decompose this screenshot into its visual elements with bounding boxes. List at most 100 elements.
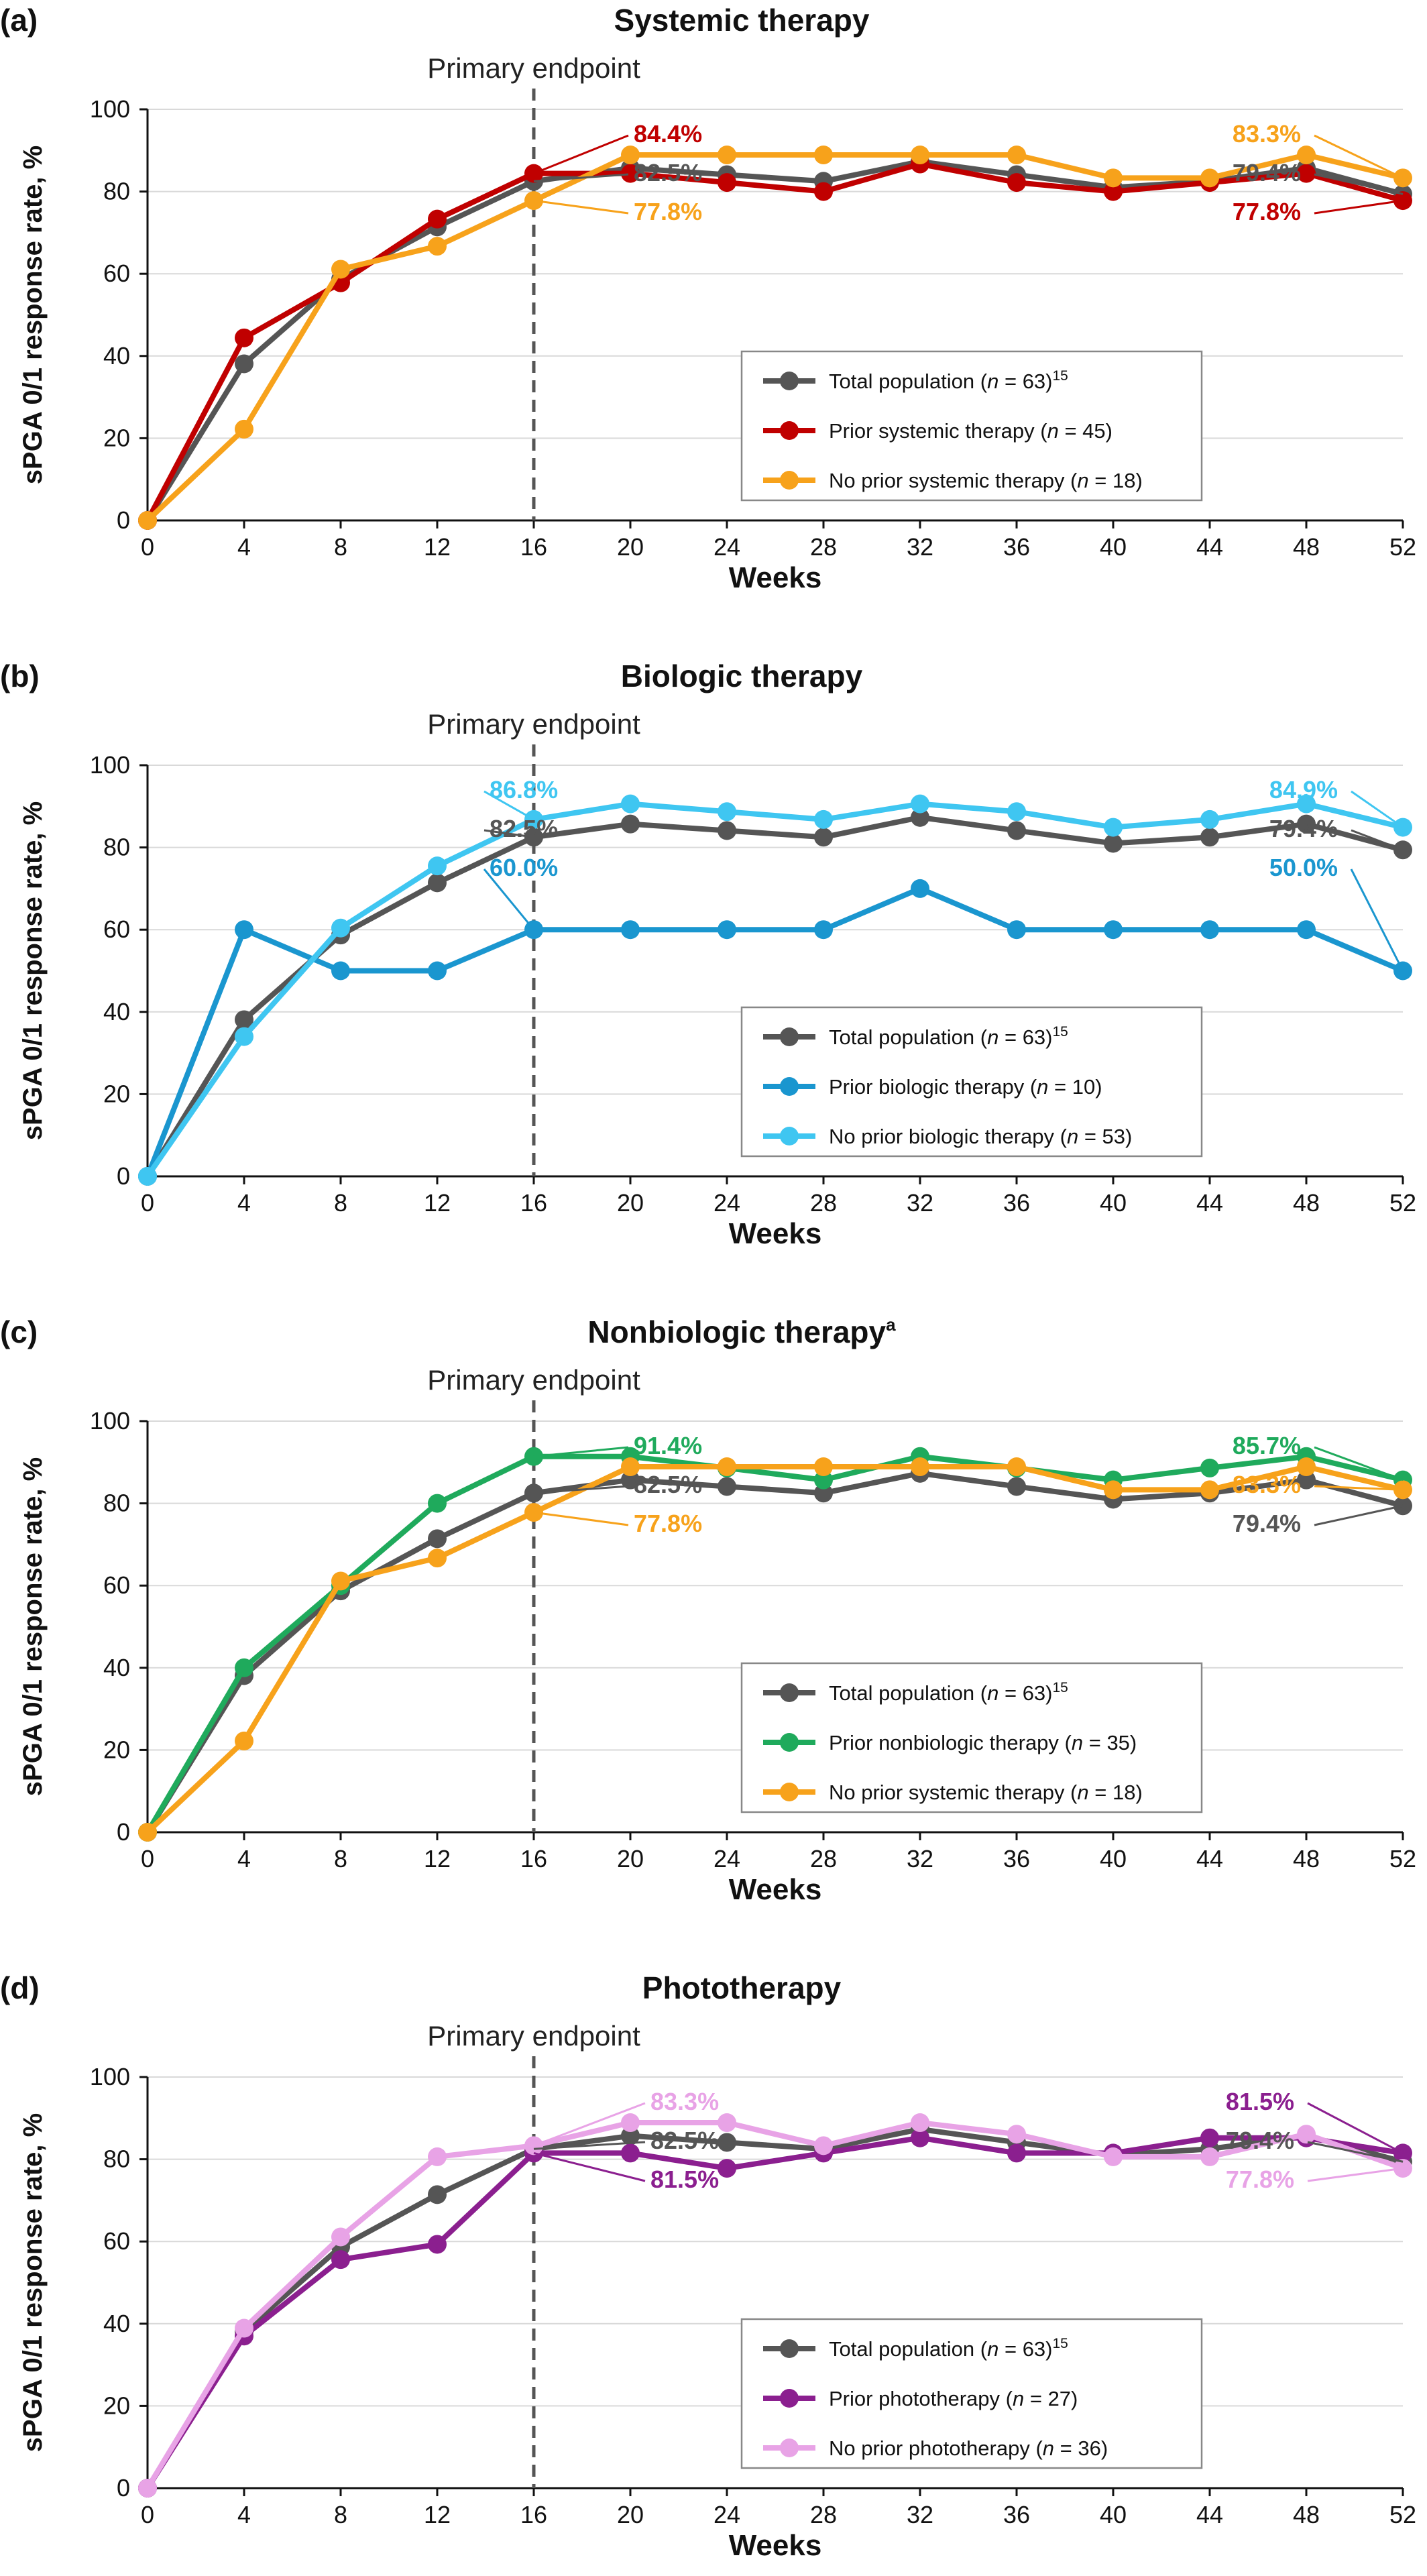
annotation-label: 81.5% <box>1226 2088 1294 2115</box>
data-point <box>1007 802 1026 822</box>
panel-letter: (b) <box>0 659 40 693</box>
data-point <box>1297 920 1316 940</box>
x-tick-label: 4 <box>237 1845 251 1872</box>
data-point <box>718 920 736 940</box>
data-point <box>1007 2143 1026 2163</box>
y-tick-label: 60 <box>103 2227 130 2255</box>
data-point <box>621 794 640 814</box>
series-line-1 <box>145 1470 1404 1834</box>
x-axis-title: Weeks <box>729 1217 822 1250</box>
data-point <box>1104 818 1123 837</box>
x-tick-label: 24 <box>714 1845 740 1872</box>
x-tick-label: 48 <box>1293 2501 1320 2528</box>
data-point <box>235 1010 253 1029</box>
series-line-2 <box>145 885 1404 1178</box>
data-point <box>621 920 640 940</box>
legend-swatch-marker <box>780 1027 799 1046</box>
x-tick-label: 44 <box>1196 1845 1223 1872</box>
data-point <box>1007 821 1026 840</box>
data-point <box>428 1549 447 1568</box>
y-tick-label: 80 <box>103 834 130 861</box>
x-tick-label: 20 <box>617 533 644 561</box>
data-point <box>1104 2147 1123 2166</box>
data-point <box>621 164 640 183</box>
legend-entry-2: Prior nonbiologic therapy (n = 35) <box>829 1731 1137 1754</box>
data-point <box>1297 1457 1316 1477</box>
data-point <box>1200 2147 1219 2166</box>
y-tick-label: 40 <box>103 342 130 370</box>
data-point <box>235 354 253 374</box>
annotation-leader <box>1307 2102 1404 2154</box>
data-point <box>621 1457 640 1477</box>
legend-box <box>740 350 1203 502</box>
annotation-leader <box>533 1485 629 1494</box>
data-point <box>1393 1480 1412 1500</box>
annotation-label: 91.4% <box>634 1432 702 1459</box>
legend-box <box>740 1006 1203 1158</box>
series-line-1 <box>145 814 1404 1178</box>
y-tick-label: 0 <box>117 506 130 534</box>
data-point <box>428 2185 447 2204</box>
chart-title: Systemic therapy <box>614 3 870 38</box>
annotation-leader <box>1314 173 1404 195</box>
x-tick-label: 20 <box>617 1189 644 1217</box>
data-point <box>621 2143 640 2163</box>
y-axis-title: sPGA 0/1 response rate, % <box>18 1457 48 1796</box>
legend-swatch-marker <box>780 2389 799 2408</box>
data-point <box>1104 834 1123 853</box>
primary-endpoint-label: Primary endpoint <box>427 1364 640 1396</box>
x-tick-label: 36 <box>1003 1845 1030 1872</box>
data-point <box>1007 146 1026 165</box>
annotation-leader <box>1307 2141 1404 2163</box>
x-tick-label: 0 <box>141 1845 154 1872</box>
data-point <box>1200 1458 1219 1477</box>
data-point <box>814 182 833 201</box>
x-tick-label: 36 <box>1003 533 1030 561</box>
data-point <box>718 1477 736 1496</box>
annotation-leader <box>1314 1485 1404 1491</box>
x-tick-label: 16 <box>520 1845 547 1872</box>
annotation-leader <box>483 829 534 838</box>
data-point <box>1200 828 1219 847</box>
y-tick-label: 0 <box>117 2474 130 2502</box>
legend-entry-3: No prior phototherapy (n = 36) <box>829 2437 1108 2460</box>
data-point <box>814 828 833 847</box>
x-tick-label: 24 <box>714 1189 740 1217</box>
x-tick-label: 0 <box>141 1189 154 1217</box>
data-point <box>428 873 447 893</box>
y-tick-label: 40 <box>103 1654 130 1681</box>
x-tick-label: 28 <box>810 2501 837 2528</box>
data-point <box>235 1658 253 1677</box>
annotation-label: 79.4% <box>1233 159 1301 186</box>
y-axis-title: sPGA 0/1 response rate, % <box>18 2113 48 2452</box>
y-axis-title: sPGA 0/1 response rate, % <box>18 801 48 1140</box>
annotation-label: 82.5% <box>634 159 702 186</box>
x-tick-label: 28 <box>810 533 837 561</box>
data-point <box>428 856 447 876</box>
annotation-label: 85.7% <box>1233 1432 1301 1459</box>
legend-swatch-marker <box>780 1733 799 1752</box>
data-point <box>235 1027 253 1046</box>
data-point <box>331 2250 350 2270</box>
y-tick-label: 80 <box>103 178 130 205</box>
annotation-leader <box>1307 2167 1404 2182</box>
annotation-label: 79.4% <box>1233 1510 1301 1537</box>
title-superscript: a <box>886 1314 896 1335</box>
annotation-leader <box>1351 790 1404 828</box>
data-point <box>1200 2128 1219 2147</box>
annotation-leader <box>533 173 629 182</box>
annotation-leader <box>533 134 629 175</box>
data-point <box>138 511 157 530</box>
data-point <box>814 146 833 165</box>
data-point <box>235 920 253 940</box>
data-point <box>911 2113 929 2133</box>
x-tick-label: 52 <box>1389 1189 1416 1217</box>
x-tick-label: 20 <box>617 1845 644 1872</box>
data-point <box>428 2235 447 2254</box>
legend-box <box>740 1662 1203 1813</box>
x-tick-label: 32 <box>907 2501 933 2528</box>
chart-title: Nonbiologic therapya <box>587 1314 896 1349</box>
data-point <box>1297 794 1316 814</box>
